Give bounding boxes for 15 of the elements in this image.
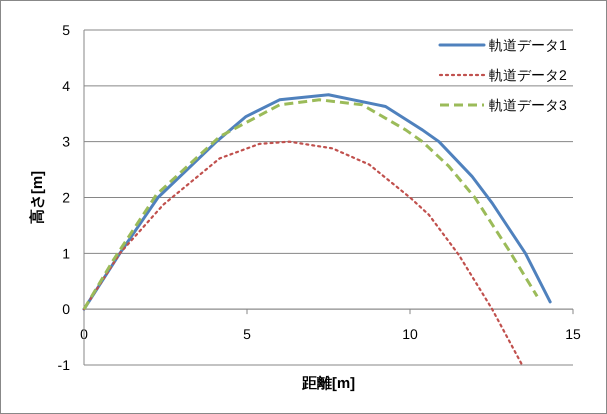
x-tick-label: 10	[402, 326, 418, 342]
x-tick-label: 5	[243, 326, 252, 342]
y-tick-label: 0	[62, 301, 70, 318]
x-axis-title: 距離[m]	[300, 375, 356, 392]
y-tick-label: -1	[58, 357, 70, 373]
y-tick-label: 5	[62, 22, 70, 38]
y-tick-label: 2	[62, 190, 70, 206]
legend-label: 軌道データ1	[489, 37, 567, 53]
x-tick-label: 15	[565, 326, 581, 342]
y-tick-label: 1	[62, 245, 70, 262]
y-tick-label: 4	[62, 78, 70, 94]
y-tick-label: 3	[62, 134, 70, 150]
y-axis-title: 高さ[m]	[28, 170, 46, 224]
legend-label: 軌道データ3	[489, 97, 567, 113]
legend-label: 軌道データ2	[489, 67, 567, 83]
